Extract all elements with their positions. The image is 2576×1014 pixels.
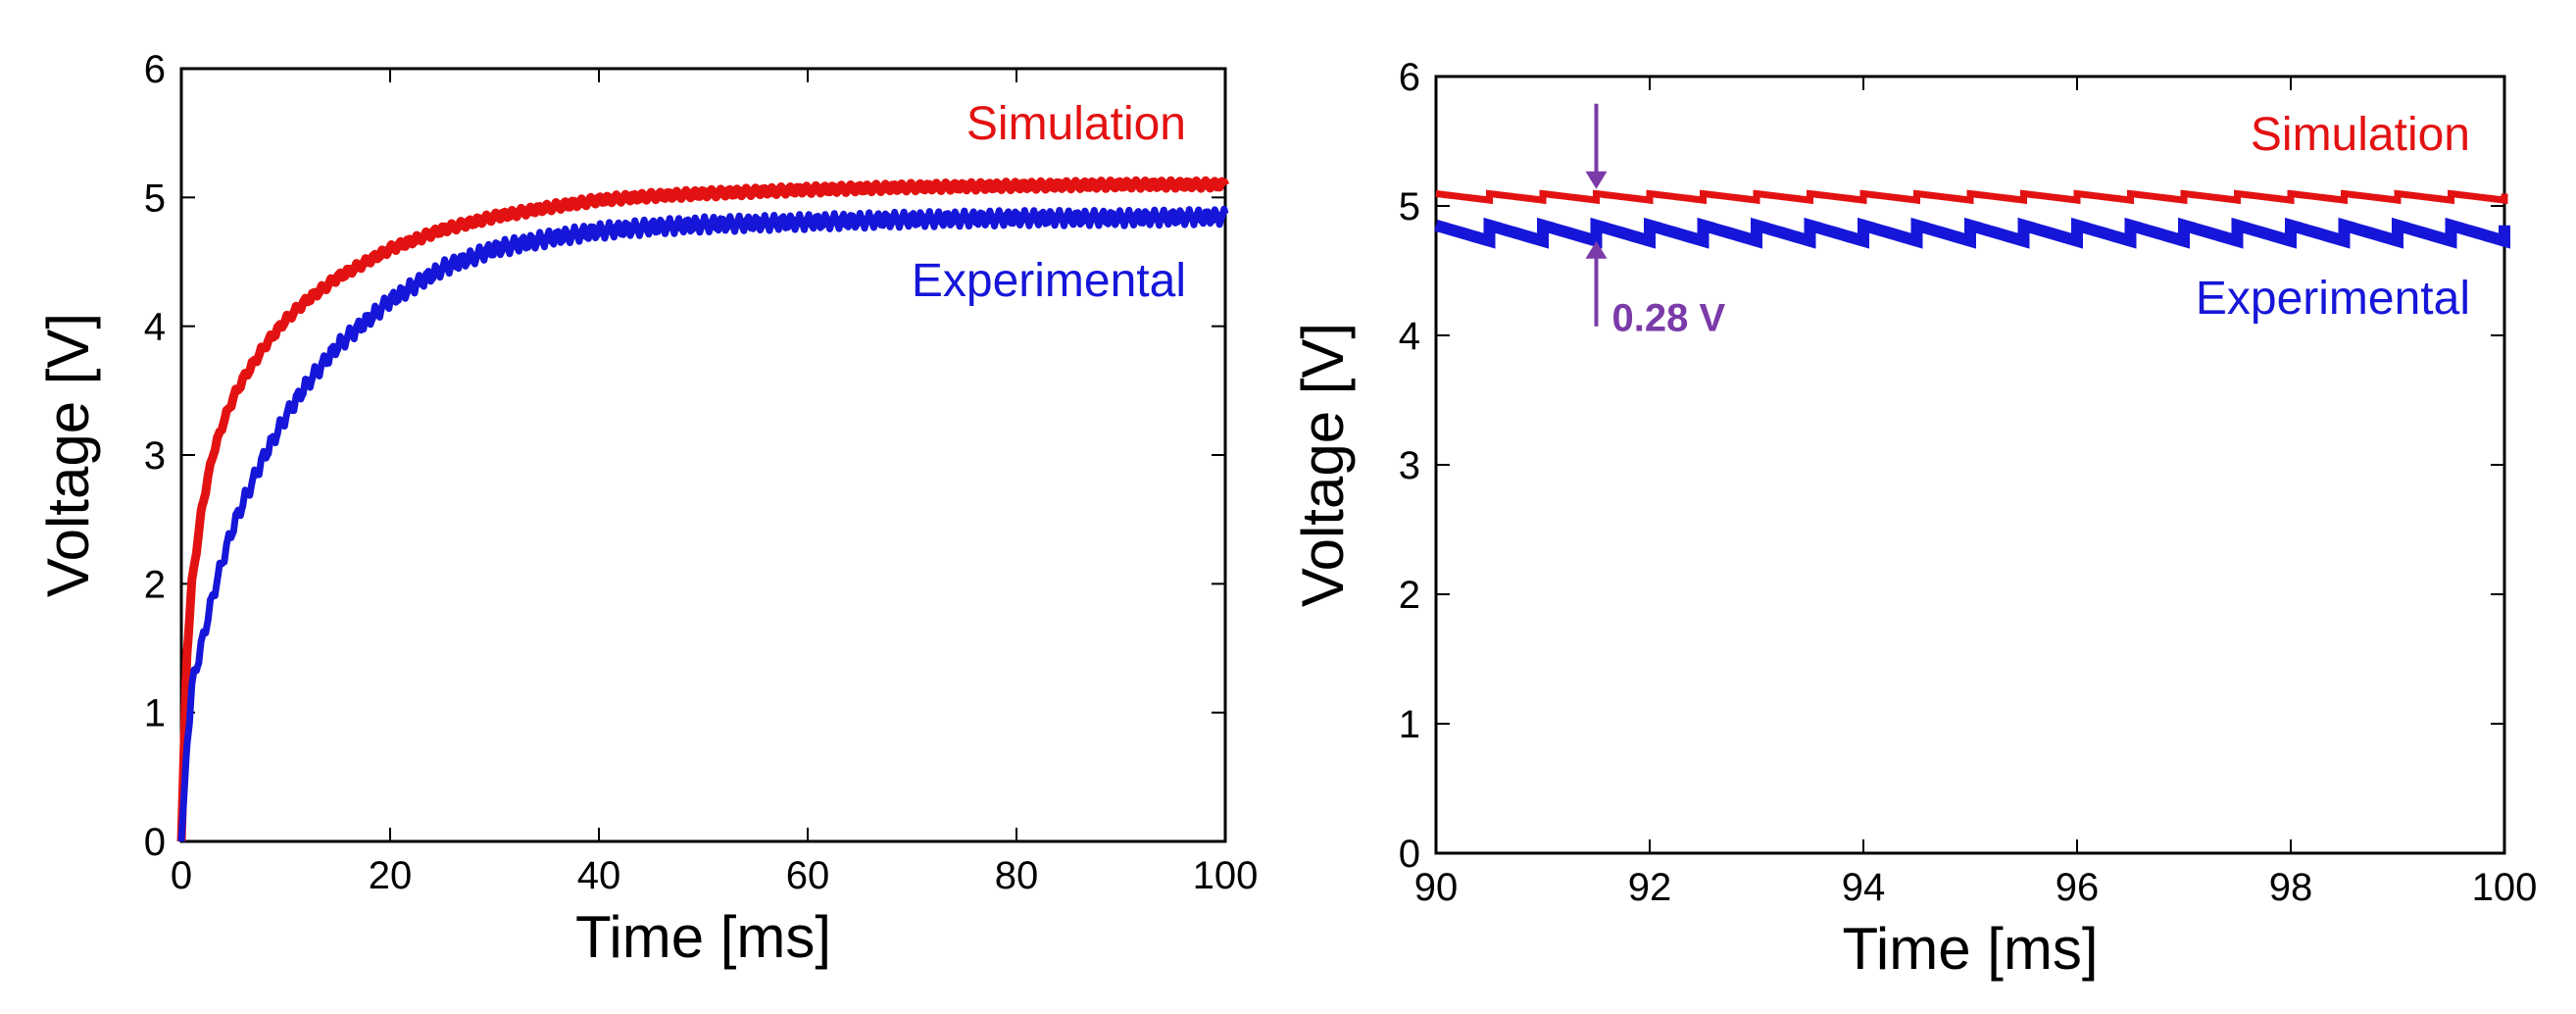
y-tick-label: 2 bbox=[1399, 574, 1420, 617]
left-x-axis-label: Time [ms] bbox=[575, 904, 831, 970]
x-tick-label: 92 bbox=[1628, 866, 1672, 909]
right-data-series bbox=[1434, 189, 2510, 249]
right-legend-experimental: Experimental bbox=[2196, 273, 2470, 325]
y-tick-label: 6 bbox=[144, 48, 166, 91]
simulation-ripple-line bbox=[1435, 189, 2508, 205]
left-chart-panel: 0 20 40 60 80 100 0 1 2 3 4 5 6 Time [ms] Voltage [V… bbox=[35, 48, 1258, 970]
y-tick-label: 3 bbox=[1399, 444, 1420, 487]
experimental-ripple-line bbox=[1434, 217, 2510, 249]
y-tick-label: 1 bbox=[1399, 703, 1420, 746]
ripple-annotation-label: 0.28 V bbox=[1612, 297, 1726, 340]
x-tick-label: 20 bbox=[369, 854, 413, 897]
right-legend-simulation: Simulation bbox=[2251, 109, 2470, 161]
x-tick-label: 60 bbox=[786, 854, 830, 897]
y-tick-label: 0 bbox=[1399, 833, 1420, 876]
x-tick-label: 0 bbox=[171, 854, 192, 897]
right-chart-panel: 90 92 94 96 98 100 0 1 2 3 4 5 6 0.28 V Time [ms] Vo… bbox=[1290, 56, 2537, 982]
y-tick-label: 4 bbox=[1399, 315, 1420, 358]
x-tick-label: 90 bbox=[1414, 866, 1459, 909]
experimental-series-line bbox=[177, 205, 1229, 842]
x-tick-label: 80 bbox=[995, 854, 1039, 897]
y-tick-label: 5 bbox=[1399, 185, 1420, 228]
x-tick-label: 94 bbox=[1842, 866, 1886, 909]
simulation-series-line bbox=[176, 176, 1230, 842]
y-tick-label: 2 bbox=[144, 563, 166, 606]
up-arrowhead-icon bbox=[1585, 240, 1608, 259]
y-tick-label: 3 bbox=[144, 434, 166, 478]
left-data-series bbox=[176, 176, 1230, 842]
y-tick-label: 6 bbox=[1399, 56, 1420, 99]
y-tick-label: 4 bbox=[144, 306, 166, 349]
left-legend-experimental: Experimental bbox=[912, 255, 1186, 307]
y-tick-label: 1 bbox=[144, 692, 166, 735]
left-y-axis-label: Voltage [V] bbox=[35, 313, 101, 597]
right-y-axis-label: Voltage [V] bbox=[1290, 323, 1356, 607]
x-tick-label: 100 bbox=[1193, 854, 1259, 897]
right-axis-ticks: 90 92 94 96 98 100 0 1 2 3 4 5 6 bbox=[1399, 56, 2538, 909]
x-tick-label: 96 bbox=[2056, 866, 2100, 909]
x-tick-label: 100 bbox=[2472, 866, 2538, 909]
left-axis-ticks: 0 20 40 60 80 100 0 1 2 3 4 5 6 bbox=[144, 48, 1259, 897]
y-tick-label: 5 bbox=[144, 177, 166, 220]
right-x-axis-label: Time [ms] bbox=[1842, 916, 2098, 982]
down-arrowhead-icon bbox=[1585, 171, 1608, 189]
x-tick-label: 40 bbox=[577, 854, 621, 897]
left-legend-simulation: Simulation bbox=[966, 98, 1186, 150]
y-tick-label: 0 bbox=[144, 821, 166, 864]
x-tick-label: 98 bbox=[2269, 866, 2313, 909]
ripple-annotation bbox=[1585, 103, 1608, 327]
